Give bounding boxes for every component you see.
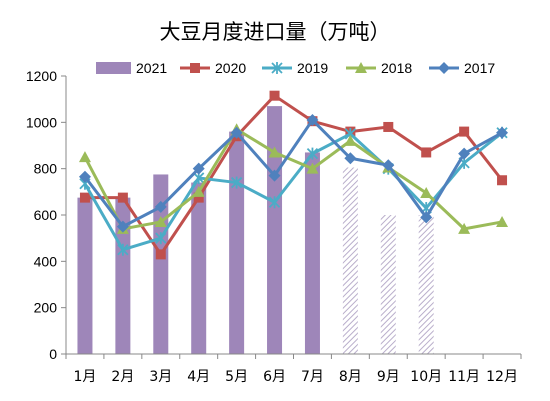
x-axis: 1月 2月 3月 4月 5月 6月 7月 8月 9月 10月 11月 12月	[65, 353, 522, 385]
point-2020-9	[383, 121, 394, 132]
line-series-2017	[78, 114, 509, 233]
y-tick-label: 0	[49, 346, 57, 362]
point-2017-3	[154, 200, 167, 213]
legend-marker-2018	[355, 62, 367, 73]
x-tick-label: 4月	[187, 369, 210, 385]
x-tick-label: 2月	[111, 369, 134, 385]
legend-label: 2021	[136, 60, 167, 76]
legend-item: 2021	[96, 60, 167, 76]
legend-item: 2017	[429, 60, 495, 76]
bar-2021-7	[304, 152, 320, 354]
legend-marker-2020	[190, 63, 200, 73]
bar-2021-1	[77, 197, 93, 354]
point-2018-8	[344, 134, 357, 146]
point-2017-10	[420, 211, 433, 224]
bar-2021-9	[380, 215, 396, 354]
x-tick-label: 10月	[410, 369, 442, 385]
point-2020-12	[497, 175, 508, 186]
x-tick-label: 3月	[149, 369, 172, 385]
x-tick-label: 1月	[73, 369, 96, 385]
bar-series	[77, 106, 434, 354]
point-2017-1	[78, 170, 91, 183]
point-2019-7	[306, 147, 319, 160]
point-2018-12	[496, 215, 509, 227]
point-2020-2	[117, 192, 128, 203]
legend-marker-2017	[438, 62, 450, 74]
point-2017-8	[344, 152, 357, 165]
point-2018-11	[458, 222, 471, 234]
point-2019-6	[268, 196, 281, 209]
bar-2021-8	[342, 167, 358, 354]
legend-label: 2017	[464, 60, 495, 76]
point-2019-5	[230, 176, 243, 189]
point-2018-3	[154, 215, 167, 227]
legend-label: 2018	[381, 60, 412, 76]
chart-title: 大豆月度进口量（万吨）	[160, 20, 391, 44]
x-tick-label: 6月	[263, 369, 286, 385]
x-tick-label: 9月	[377, 369, 400, 385]
point-2020-10	[421, 147, 432, 158]
point-2018-10	[420, 186, 433, 198]
point-2020-6	[269, 90, 280, 101]
point-2018-6	[268, 146, 281, 158]
y-tick-label: 1200	[26, 68, 57, 84]
point-2018-7	[306, 162, 319, 174]
bar-2021-5	[229, 131, 245, 354]
point-2017-5	[230, 126, 243, 139]
y-tick-label: 800	[34, 161, 58, 177]
y-tick-label: 1000	[26, 114, 57, 130]
y-axis: 0 200 400 600 800 1000 1200	[26, 68, 67, 362]
x-tick-label: 5月	[225, 369, 248, 385]
point-2020-3	[155, 249, 166, 260]
point-2017-2	[116, 220, 129, 233]
line-2017	[83, 118, 503, 229]
line-2020	[84, 94, 504, 256]
legend-label: 2019	[297, 60, 328, 76]
bar-2021-4	[191, 182, 207, 354]
point-2017-7	[306, 114, 319, 127]
point-2017-11	[458, 147, 471, 160]
bar-2021-6	[267, 106, 283, 354]
point-2019-2	[117, 243, 129, 256]
legend-marker-2019	[271, 62, 283, 74]
bar-2021-10	[418, 215, 434, 354]
legend-item: 2020	[180, 60, 246, 76]
line-series	[78, 90, 509, 260]
line-series-2020	[79, 90, 508, 260]
bar-2021-2	[115, 197, 131, 354]
point-2017-4	[192, 162, 205, 175]
legend: 2021 2020 2019 2018 2017	[96, 60, 495, 76]
point-2017-9	[382, 159, 395, 172]
legend-swatch-2021	[96, 62, 131, 74]
point-2020-1	[79, 192, 90, 203]
x-tick-label: 7月	[301, 369, 324, 385]
y-tick-label: 200	[34, 300, 58, 316]
y-tick-label: 400	[34, 253, 58, 269]
legend-item: 2019	[262, 60, 328, 76]
y-tick-label: 600	[34, 207, 58, 223]
legend-label: 2020	[215, 60, 246, 76]
x-tick-label: 11月	[448, 369, 480, 385]
x-tick-label: 8月	[339, 369, 362, 385]
point-2019-3	[155, 232, 167, 245]
x-tick-label: 12月	[486, 369, 518, 385]
point-2018-1	[78, 151, 91, 163]
legend-item: 2018	[346, 60, 412, 76]
point-2020-4	[193, 192, 204, 203]
point-2017-12	[496, 126, 509, 139]
point-2017-6	[268, 169, 281, 182]
line-2018	[83, 127, 503, 231]
point-2018-4	[192, 185, 205, 197]
point-2020-11	[459, 126, 470, 137]
